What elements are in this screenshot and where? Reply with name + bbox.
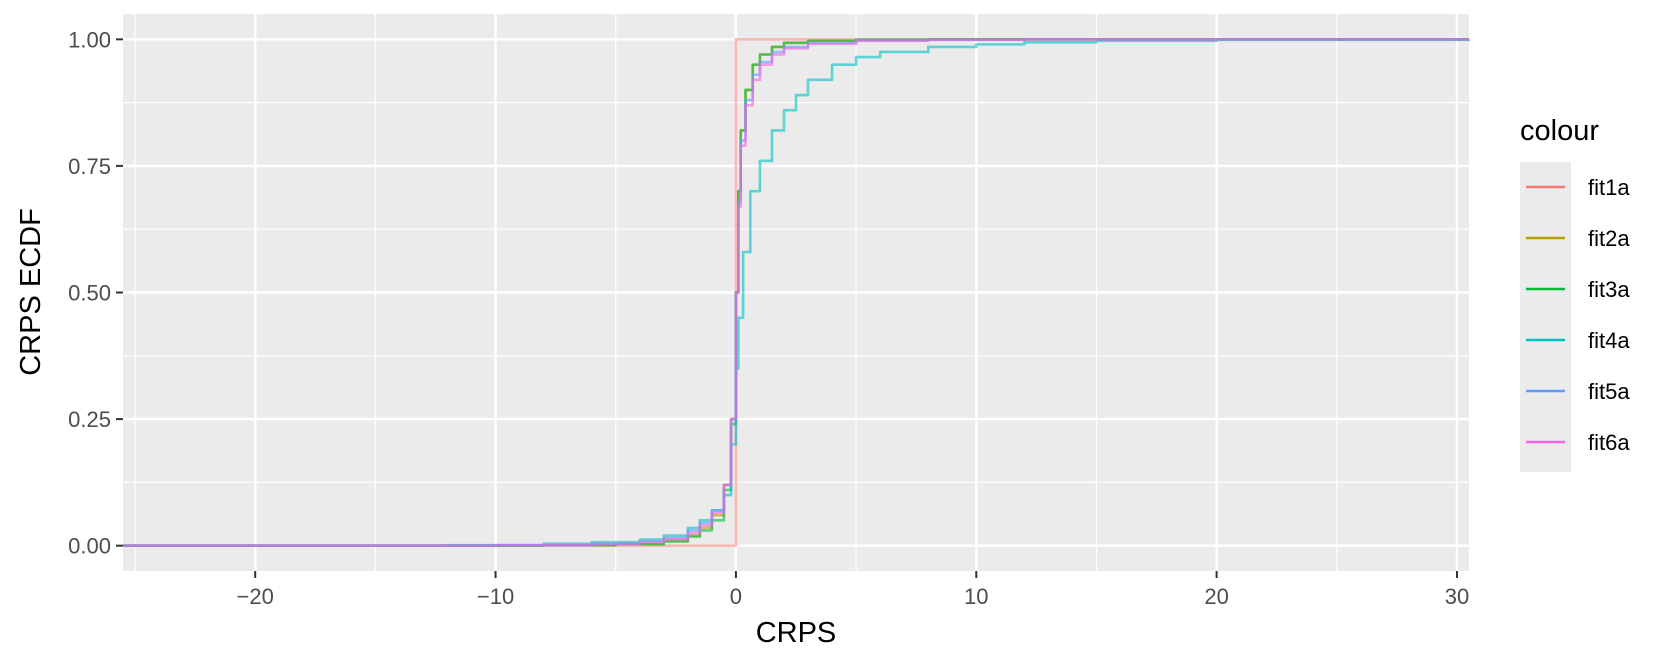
y-tick-label: 0.00 xyxy=(68,534,111,559)
y-axis: 0.00 0.25 0.50 0.75 1.00 xyxy=(68,27,123,559)
legend-key-background xyxy=(1520,162,1571,472)
legend-title: colour xyxy=(1520,115,1599,147)
y-tick-label: 1.00 xyxy=(68,27,111,52)
x-tick-label: −20 xyxy=(237,584,274,609)
legend-label-fit6a: fit6a xyxy=(1588,430,1630,455)
legend-label-fit2a: fit2a xyxy=(1588,226,1630,251)
x-tick-label: 0 xyxy=(730,584,742,609)
legend-label-fit4a: fit4a xyxy=(1588,328,1630,353)
legend-label-fit3a: fit3a xyxy=(1588,277,1630,302)
y-tick-label: 0.25 xyxy=(68,407,111,432)
legend-label-fit5a: fit5a xyxy=(1588,379,1630,404)
legend: colour fit1a fit2a fit3a fit4a fit5a fit6a xyxy=(1520,115,1630,472)
x-tick-label: 30 xyxy=(1445,584,1469,609)
x-axis-title: CRPS xyxy=(756,617,837,649)
x-tick-label: 10 xyxy=(964,584,988,609)
x-tick-label: −10 xyxy=(477,584,514,609)
y-tick-label: 0.50 xyxy=(68,281,111,306)
series-lines xyxy=(123,38,1471,547)
x-tick-label: 20 xyxy=(1204,584,1228,609)
legend-label-fit1a: fit1a xyxy=(1588,175,1630,200)
y-axis-title: CRPS ECDF xyxy=(15,208,47,376)
major-gridlines xyxy=(123,14,1469,571)
y-tick-label: 0.75 xyxy=(68,154,111,179)
x-axis: −20 −10 0 10 20 30 xyxy=(237,571,1469,609)
series-line-fit6a xyxy=(123,38,1469,547)
